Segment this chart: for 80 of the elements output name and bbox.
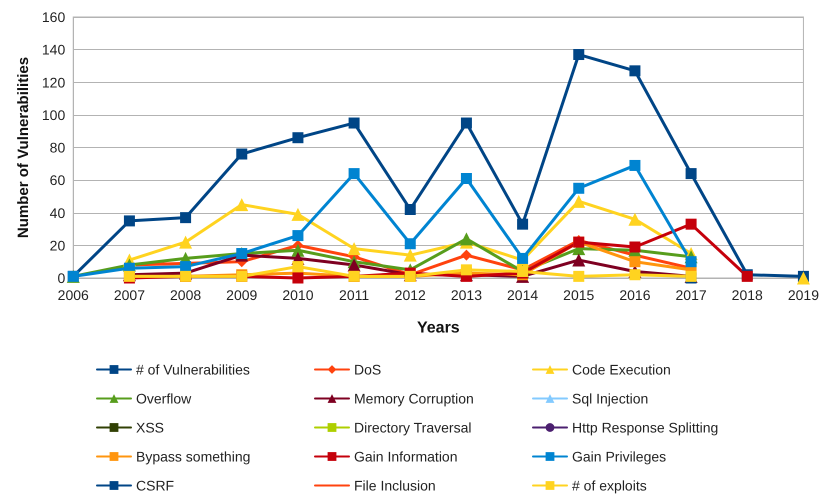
point: [517, 252, 528, 264]
legend-label: Gain Information: [354, 448, 458, 464]
point: [348, 258, 361, 272]
point: [292, 230, 304, 242]
y-tick-label: 60: [50, 172, 66, 188]
legend-label: Directory Traversal: [354, 420, 472, 436]
point: [404, 238, 416, 250]
point: [180, 212, 192, 224]
x-tick-label: 2015: [563, 287, 595, 303]
x-tick-label: 2018: [732, 287, 764, 303]
point: [292, 132, 304, 144]
legend-label: # of exploits: [572, 478, 647, 494]
x-tick-label: 2011: [339, 287, 370, 303]
point: [404, 204, 416, 215]
point: [292, 272, 304, 284]
y-tick-label: 20: [50, 237, 66, 254]
x-tick-label: 2013: [450, 287, 482, 303]
y-tick-label: 140: [42, 42, 66, 58]
point: [460, 232, 473, 246]
x-tick-label: 2008: [170, 287, 202, 303]
point: [180, 261, 192, 272]
y-axis-title: Number of Vulnerabilities: [15, 56, 32, 238]
y-tick-label: 100: [42, 106, 66, 123]
point: [236, 148, 248, 160]
point: [629, 65, 640, 76]
point: [404, 248, 417, 262]
point: [573, 49, 584, 60]
point: [291, 208, 304, 221]
point: [628, 212, 642, 226]
legend-label: Bypass something: [136, 448, 250, 464]
x-tick-label: 2017: [676, 287, 707, 303]
point: [629, 256, 640, 268]
point: [573, 270, 584, 282]
point: [292, 261, 304, 272]
legend-label: Sql Injection: [572, 390, 648, 406]
point: [460, 172, 472, 184]
point: [517, 218, 528, 230]
y-tick-label: 120: [42, 74, 66, 90]
legend-label: DoS: [354, 362, 382, 378]
x-tick-label: 2019: [788, 287, 820, 303]
y-tick-label: 0: [57, 270, 66, 286]
legend-label: Http Response Splitting: [572, 420, 718, 436]
legend-label: File Inclusion: [354, 478, 436, 494]
point: [796, 272, 810, 284]
point: [235, 198, 248, 212]
point: [686, 168, 697, 180]
point: [572, 194, 586, 208]
point: [629, 269, 640, 280]
legend-label: Memory Corruption: [354, 390, 474, 406]
point: [629, 242, 640, 253]
y-tick-label: 160: [42, 9, 66, 25]
point: [460, 264, 472, 276]
point: [572, 254, 586, 267]
y-tick-label: 80: [50, 140, 66, 156]
x-tick-label: 2009: [226, 287, 258, 303]
legend-label: Code Execution: [572, 362, 671, 378]
x-tick-label: 2014: [507, 287, 538, 303]
point: [179, 236, 192, 249]
point: [460, 118, 472, 129]
x-tick-label: 2010: [282, 287, 314, 303]
legend-label: Overflow: [136, 390, 192, 406]
x-tick-label: 2012: [394, 287, 426, 303]
legend-label: # of Vulnerabilities: [136, 362, 250, 378]
point: [124, 215, 135, 226]
point: [348, 118, 360, 129]
point: [460, 250, 472, 261]
point: [573, 182, 584, 194]
x-tick-label: 2006: [58, 287, 90, 303]
x-tick-label: 2007: [114, 287, 146, 303]
point: [348, 168, 360, 180]
point: [629, 160, 640, 171]
x-axis-title: Years: [416, 320, 460, 336]
legend-label: Gain Privileges: [572, 448, 666, 464]
legend-label: CSRF: [136, 478, 174, 494]
x-tick-label: 2016: [619, 287, 651, 303]
y-tick-label: 40: [50, 204, 66, 221]
point: [686, 256, 697, 268]
point: [348, 242, 361, 256]
point: [686, 218, 697, 230]
legend-label: XSS: [136, 420, 164, 436]
